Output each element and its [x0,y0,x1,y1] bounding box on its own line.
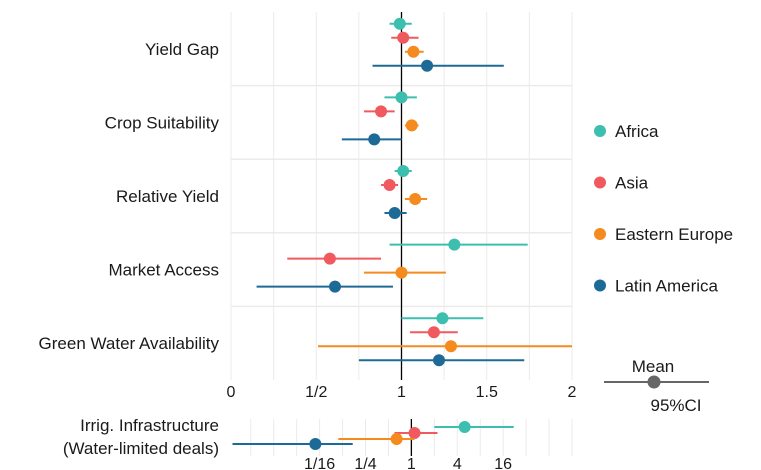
mean-point-latin-america-green-water-availability [433,354,446,367]
mean-point-eastern-europe-irrigation [390,433,403,445]
mean-point-africa-crop-suitability [395,91,408,104]
legend-swatch-latin-america [594,279,606,292]
category-label-crop-suitability: Crop Suitability [105,113,220,132]
category-label-yield-gap: Yield Gap [145,40,219,59]
category-label-relative-yield: Relative Yield [116,187,219,206]
mean-point-asia-irrigation [408,427,421,439]
top-panel: Yield Gap Crop Suitability Relative Yield M… [39,12,577,401]
mean-point-latin-america-crop-suitability [368,133,381,146]
x-tick-label-bottom: 1 [407,456,416,470]
x-tick-label-bottom: 16 [494,456,512,470]
legend-label-africa: Africa [615,122,659,141]
mean-ci-key: Mean 95%CI [604,357,709,415]
mean-point-eastern-europe-yield-gap [407,45,420,58]
key-mean-label: Mean [632,357,675,376]
x-tick-label-bottom: 4 [453,456,462,470]
mean-point-latin-america-yield-gap [421,59,434,72]
mean-point-africa-yield-gap [393,17,406,30]
legend: Africa Asia Eastern Europe Latin America [594,122,733,296]
legend-label-eastern-europe: Eastern Europe [615,225,733,244]
x-tick-label: 0 [227,384,236,401]
legend-label-latin-america: Latin America [615,277,719,296]
mean-point-africa-relative-yield [397,165,410,177]
mean-point-africa-green-water-availability [436,312,449,325]
legend-label-asia: Asia [615,174,649,193]
x-tick-label: 1.5 [476,384,498,401]
key-ci-label: 95%CI [650,396,701,415]
mean-point-eastern-europe-green-water-availability [444,340,457,353]
mean-point-africa-market-access [448,238,461,251]
mean-point-africa-irrigation [458,421,471,433]
x-tick-label-bottom: 1/4 [354,456,376,470]
x-tick-label: 1/2 [305,384,327,401]
bottom-panel: Irrig. Infrastructure (Water-limited deal… [63,416,573,470]
mean-point-asia-green-water-availability [427,326,440,339]
mean-point-latin-america-irrigation [309,438,322,450]
x-tick-label: 2 [568,384,577,401]
legend-swatch-eastern-europe [594,228,606,240]
mean-point-asia-relative-yield [383,179,396,191]
mean-point-asia-crop-suitability [375,105,388,118]
mean-point-eastern-europe-market-access [395,266,408,279]
category-label-irrigation: Irrig. Infrastructure [80,416,219,435]
category-label-green-water-availability: Green Water Availability [39,334,220,353]
mean-point-latin-america-relative-yield [388,207,401,219]
x-tick-label: 1 [397,384,406,401]
mean-point-eastern-europe-crop-suitability [405,119,418,132]
mean-point-asia-yield-gap [397,31,410,44]
x-tick-label-bottom: 1/16 [304,456,335,470]
key-mean-point [647,375,661,389]
mean-point-eastern-europe-relative-yield [409,193,422,205]
legend-swatch-asia [594,176,606,189]
category-label-irrigation: (Water-limited deals) [63,439,219,458]
mean-point-asia-market-access [323,252,336,265]
legend-swatch-africa [594,125,606,137]
category-label-market-access: Market Access [108,261,219,280]
mean-point-latin-america-market-access [329,280,342,293]
